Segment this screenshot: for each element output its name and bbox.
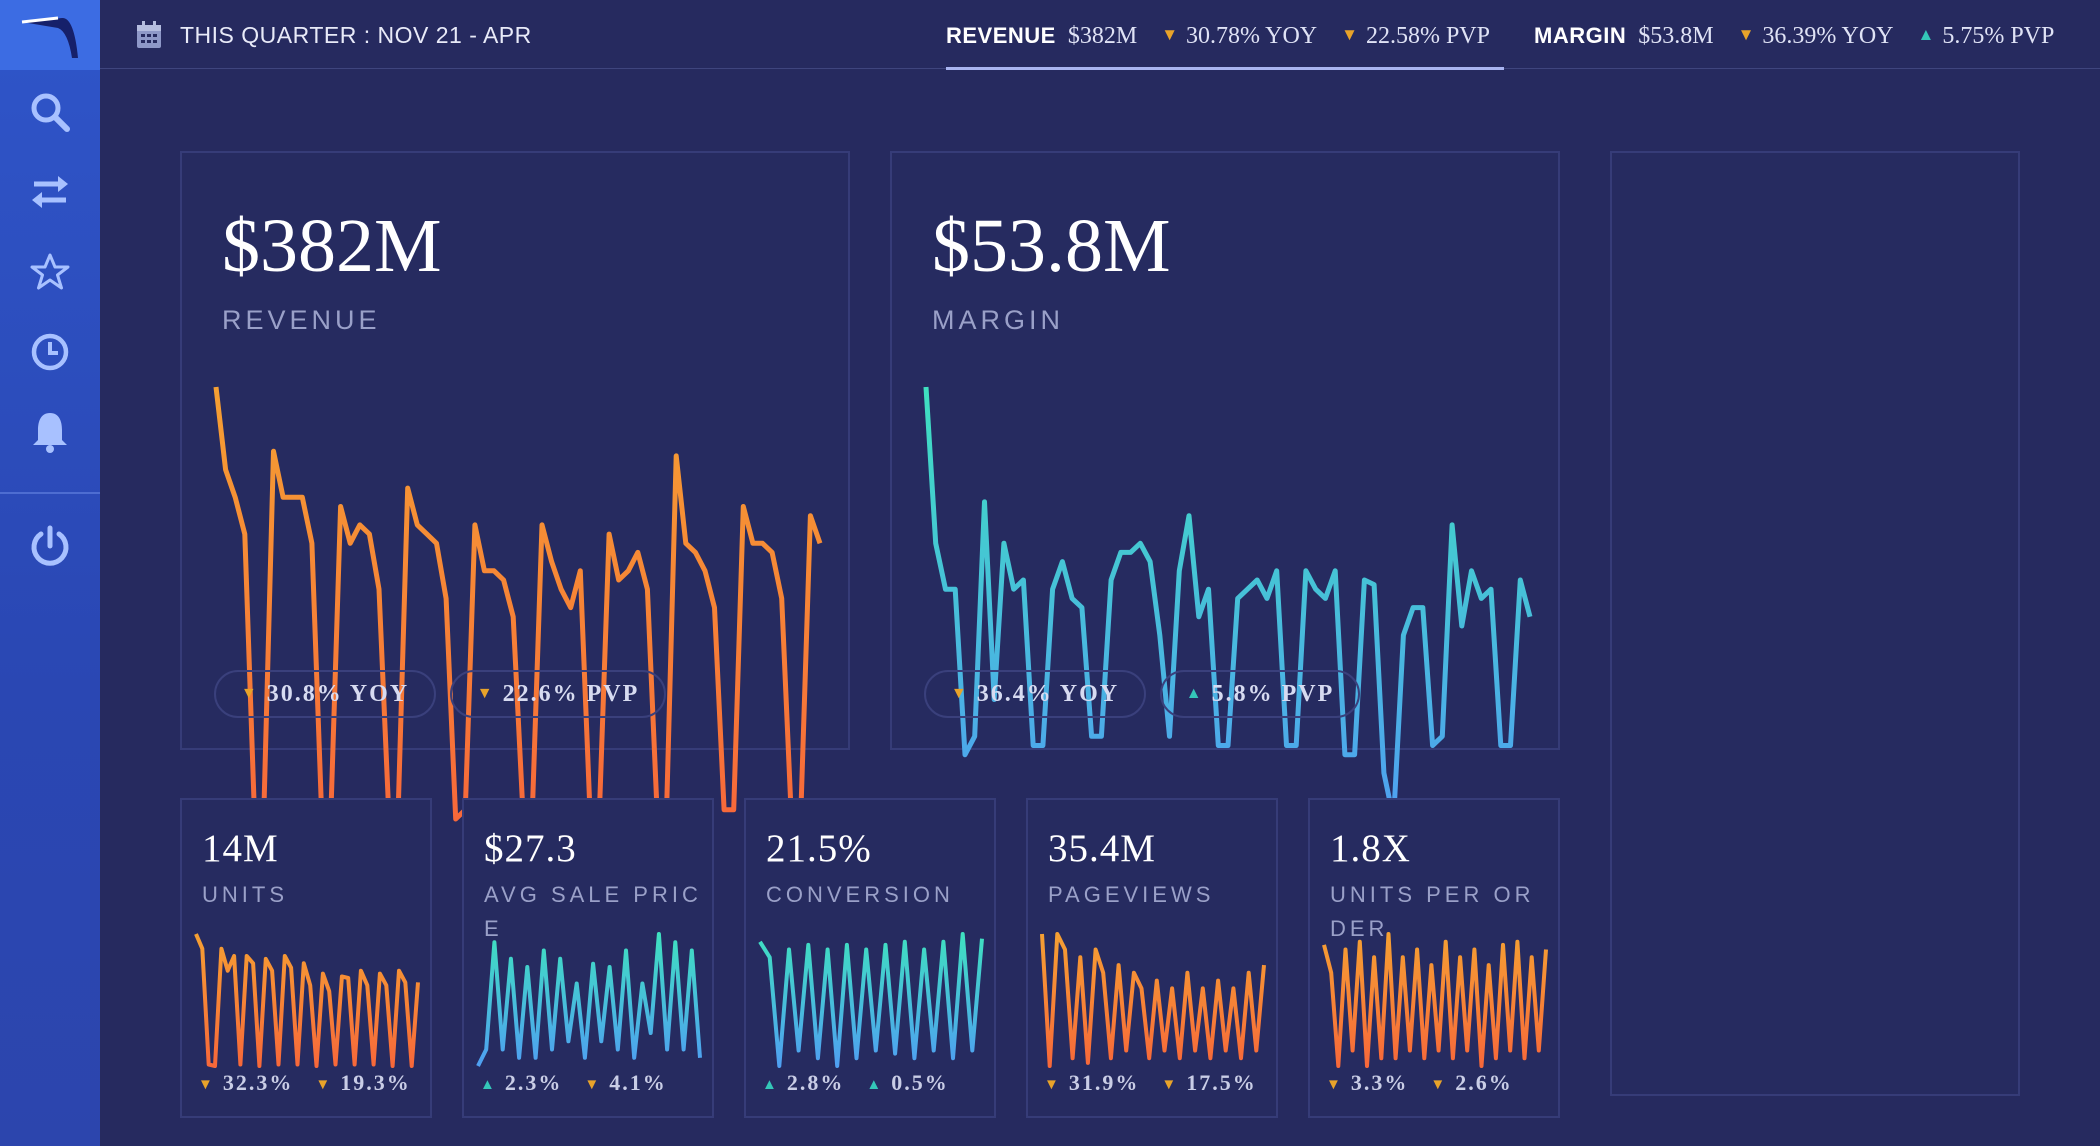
star-icon [30,253,70,290]
units-per-order-card[interactable]: 1.8X UNITS PER ORDER ▼ 3.3% ▼ 2.6% [1308,798,1560,1118]
tab-pvp: ▲ 5.75% PVP [1917,22,2055,49]
tab-revenue[interactable]: REVENUE $382M ▼ 30.78% YOY ▼ 22.58% PVP [946,18,1490,54]
card-label: UNITS [202,882,288,907]
card-label: UNITS PER ORDER [1330,882,1535,941]
avg_sale_price-line [476,932,702,1067]
bell-icon [33,413,67,453]
down-triangle-icon: ▼ [1737,24,1755,44]
sidebar-item-history[interactable] [0,312,100,392]
empty-panel [1610,151,2020,1096]
card-value: 1.8X [1330,827,1411,870]
down-triangle-icon: ▼ [315,1077,333,1093]
sidebar-divider [0,492,100,494]
down-triangle-icon: ▼ [1326,1077,1343,1093]
down-triangle-icon: ▼ [1430,1077,1448,1093]
card-value: $27.3 [484,827,577,870]
clock-icon [31,333,69,371]
date-range-label: THIS QUARTER : NOV 21 - APR [180,21,532,48]
units_per_order-line [1322,932,1548,1068]
avg-sale-price-sparkline [476,932,702,1067]
units-card[interactable]: 14M UNITS ▼ 32.3% ▼ 19.3% [180,798,432,1118]
card-value: 14M [202,827,279,870]
tab-margin[interactable]: MARGIN $53.8M ▼ 36.39% YOY ▲ 5.75% PVP [1534,18,2054,54]
margin-card[interactable]: $53.8M MARGIN ▼ 36.4% YOY ▲ 5.8% PVP [890,151,1560,822]
up-triangle-icon: ▲ [762,1077,779,1093]
down-triangle-icon: ▼ [1044,1077,1061,1093]
up-triangle-icon: ▲ [480,1077,497,1093]
units-per-order-stats: ▼ 3.3% ▼ 2.6% [1326,1070,1513,1095]
down-triangle-icon: ▼ [240,685,259,702]
card-label: AVG SALE PRICE [484,882,702,941]
app-logo[interactable] [0,0,100,70]
boomerang-logo-icon [21,16,78,59]
revenue-yoy-pill: ▼ 30.8% YOY [214,670,436,718]
revenue-line [213,386,823,822]
conversion-card[interactable]: 21.5% CONVERSION ▲ 2.8% ▲ 0.5% [744,798,996,1118]
up-triangle-icon: ▲ [1185,685,1204,702]
tab-yoy: ▼ 36.39% YOY [1737,22,1894,49]
swap-arrows-icon [32,176,68,208]
down-triangle-icon: ▼ [1161,24,1179,44]
down-triangle-icon: ▼ [1341,24,1358,44]
units-per-order-sparkline [1322,932,1548,1068]
revenue-card[interactable]: $382M REVENUE ▼ 30.8% YOY ▼ 22.6% PVP [180,151,850,822]
avg-sale-price-card[interactable]: $27.3 AVG SALE PRICE ▲ 2.3% ▼ 4.1% [462,798,714,1118]
sidebar-item-favorites[interactable] [0,232,100,312]
tab-pvp: ▼ 22.58% PVP [1341,22,1490,49]
revenue-pvp-pill: ▼ 22.6% PVP [450,670,666,718]
units-sparkline [194,933,420,1068]
conversion-sparkline [758,932,984,1068]
card-value: 35.4M [1048,827,1156,870]
tab-name: MARGIN [1534,23,1627,48]
pageviews-sparkline [1040,932,1266,1068]
sidebar-item-transfer[interactable] [0,152,100,232]
pageviews-card[interactable]: 35.4M PAGEVIEWS ▼ 31.9% ▼ 17.5% [1026,798,1278,1118]
search-icon [31,93,70,132]
revenue-sparkline [213,386,823,822]
tab-value: $53.8M [1638,22,1714,49]
sidebar-item-logout[interactable] [0,506,100,586]
units-stats: ▼ 32.3% ▼ 19.3% [198,1070,411,1095]
down-triangle-icon: ▼ [584,1077,602,1093]
units-line [194,933,420,1068]
margin-line [923,386,1533,822]
card-label: CONVERSION [766,882,954,907]
conversion-line [758,932,984,1068]
date-range-selector[interactable]: THIS QUARTER : NOV 21 - APR [136,18,536,52]
pageviews-line [1040,932,1266,1068]
margin-yoy-pill: ▼ 36.4% YOY [924,670,1146,718]
card-value: $382M [222,204,442,288]
card-label: MARGIN [932,305,1064,335]
calendar-icon [137,21,161,48]
tab-yoy: ▼ 30.78% YOY [1161,22,1318,49]
card-value: $53.8M [932,204,1171,288]
active-tab-indicator [946,67,1504,70]
sidebar-item-search[interactable] [0,72,100,152]
card-value: 21.5% [766,827,872,870]
power-icon [31,525,69,566]
down-triangle-icon: ▼ [950,685,969,702]
tab-value: $382M [1067,22,1138,49]
avg-sale-price-stats: ▲ 2.3% ▼ 4.1% [480,1070,667,1095]
margin-pvp-pill: ▲ 5.8% PVP [1160,670,1360,718]
pageviews-stats: ▼ 31.9% ▼ 17.5% [1044,1070,1257,1095]
sidebar-item-alerts[interactable] [0,392,100,472]
down-triangle-icon: ▼ [1161,1077,1179,1093]
down-triangle-icon: ▼ [476,685,495,702]
top-bar: THIS QUARTER : NOV 21 - APR REVENUE $382… [100,0,2100,70]
down-triangle-icon: ▼ [198,1077,215,1093]
card-label: PAGEVIEWS [1048,882,1215,907]
conversion-stats: ▲ 2.8% ▲ 0.5% [762,1070,949,1095]
up-triangle-icon: ▲ [1917,24,1935,44]
card-label: REVENUE [222,305,381,335]
tab-name: REVENUE [946,23,1056,48]
margin-sparkline [923,386,1533,822]
up-triangle-icon: ▲ [866,1077,884,1093]
sidebar [0,0,100,1146]
